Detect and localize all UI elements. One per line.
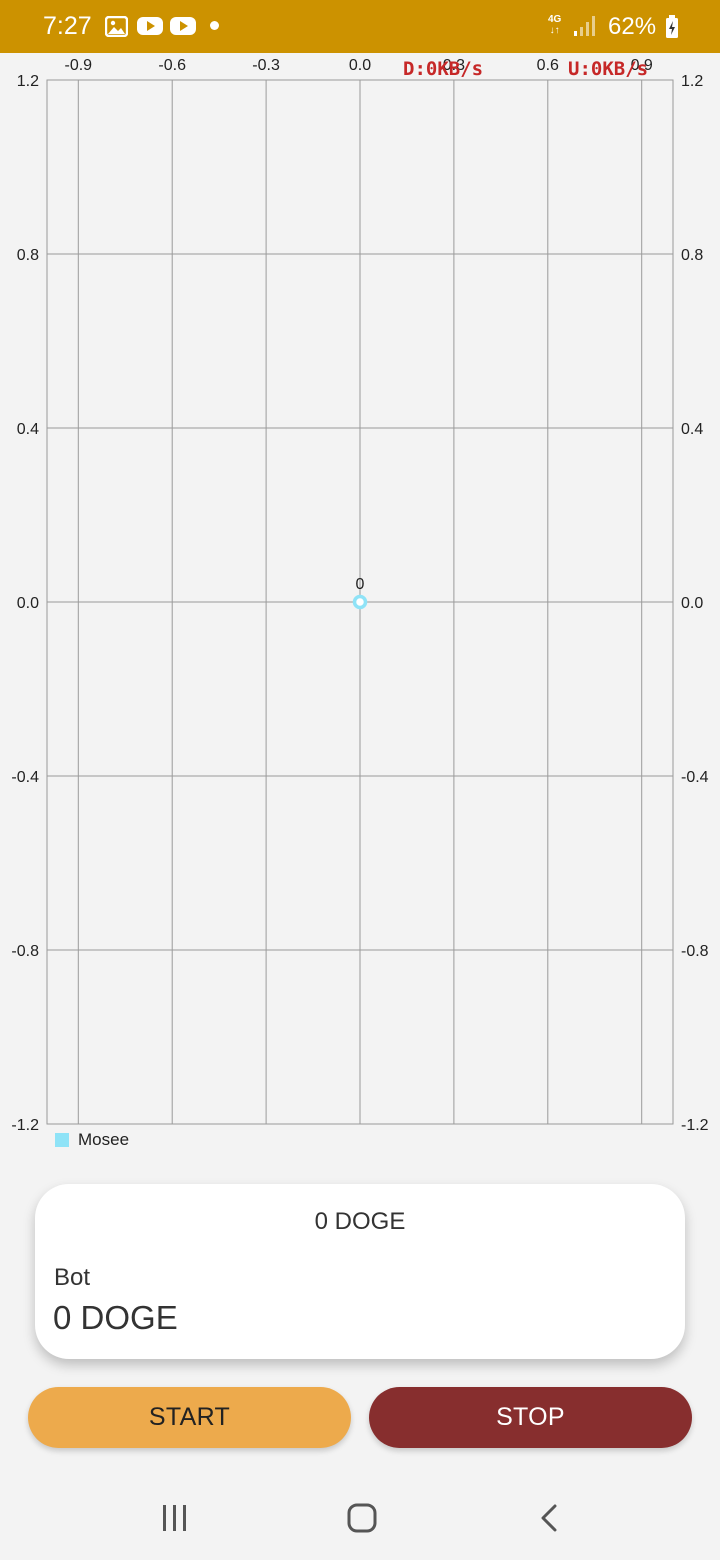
gallery-icon [105, 16, 128, 37]
start-button[interactable]: START [28, 1387, 351, 1448]
y-tick-label-left: 0.8 [17, 247, 39, 264]
stop-button[interactable]: STOP [369, 1387, 692, 1448]
y-tick-label-right: -0.4 [681, 769, 709, 786]
y-tick-label-right: 0.4 [681, 421, 703, 438]
total-balance: 0 DOGE [314, 1208, 406, 1235]
legend-swatch [55, 1133, 69, 1147]
x-tick-label: 0.9 [631, 57, 653, 74]
battery-percent: 62% [608, 13, 657, 40]
bot-balance: 0 DOGE [53, 1299, 178, 1336]
battery-charging-icon [666, 15, 678, 38]
y-tick-label-right: 1.2 [681, 73, 703, 90]
x-tick-label: 0.6 [537, 57, 559, 74]
data-label: 0 [356, 576, 365, 593]
signal-icon [574, 16, 595, 36]
recents-icon[interactable] [160, 1504, 190, 1532]
y-tick-label-left: 0.0 [17, 595, 39, 612]
x-tick-label: -0.9 [65, 57, 93, 74]
y-tick-label-right: -1.2 [681, 1117, 709, 1133]
notification-dot-icon [210, 21, 219, 30]
x-tick-label: 0.0 [349, 57, 371, 74]
back-icon[interactable] [538, 1503, 562, 1533]
data-point [352, 594, 368, 610]
x-tick-label: -0.3 [252, 57, 280, 74]
y-tick-label-right: 0.0 [681, 595, 703, 612]
y-tick-label-right: -0.8 [681, 943, 709, 960]
y-tick-label-left: 0.4 [17, 421, 39, 438]
data-arrows-icon: ↓↑ [549, 25, 560, 36]
scatter-chart[interactable]: -0.9 -0.6 -0.3 0.0 0.3 0.6 0.9 1.2 1.2 0.8 0.8 0.4 0… [0, 53, 720, 1133]
network-type-indicator: 4G ↓↑ [548, 14, 561, 36]
status-time: 7:27 [43, 12, 92, 40]
x-tick-label: -0.6 [158, 57, 186, 74]
bot-label: Bot [54, 1264, 91, 1291]
navigation-bar [0, 1470, 720, 1560]
youtube-icon [170, 17, 196, 35]
upload-speed: U:0KB/s [568, 58, 649, 80]
balance-card: 0 DOGE Bot 0 DOGE [35, 1184, 685, 1359]
download-speed: D:0KB/s [403, 58, 484, 80]
y-tick-label-left: 1.2 [17, 73, 39, 90]
y-tick-label-right: 0.8 [681, 247, 703, 264]
y-tick-label-left: -0.4 [11, 769, 39, 786]
legend-label: Mosee [78, 1130, 130, 1149]
status-bar: 7:27 4G ↓↑ 62% [0, 0, 720, 53]
home-icon[interactable] [346, 1502, 378, 1534]
network-type-label: 4G [548, 14, 562, 25]
youtube-icon [137, 17, 163, 35]
x-tick-label: 0.3 [443, 57, 465, 74]
chart-legend: Mosee [55, 1130, 129, 1150]
y-tick-label-left: -0.8 [11, 943, 39, 960]
y-tick-label-left: -1.2 [11, 1117, 39, 1133]
